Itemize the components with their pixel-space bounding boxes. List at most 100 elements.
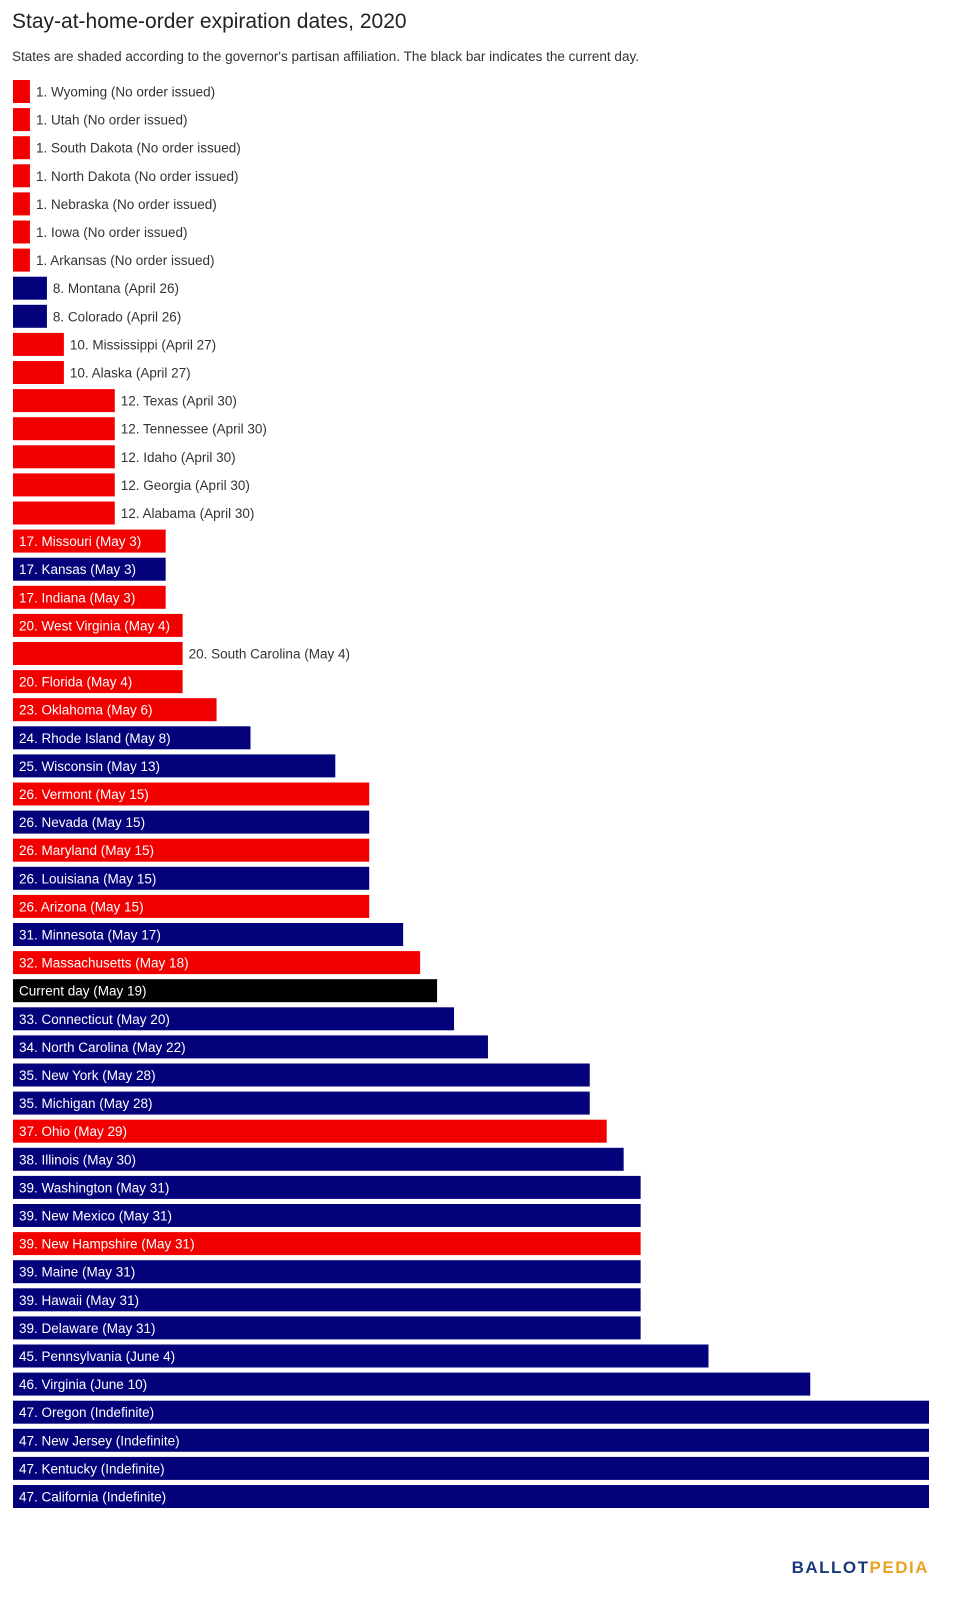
bar	[13, 782, 370, 806]
bar	[13, 1007, 455, 1031]
bar	[13, 951, 421, 975]
bar	[13, 80, 30, 103]
bar-label: 33. Connecticut (May 20)	[19, 1012, 170, 1027]
bar	[13, 585, 166, 609]
bar	[13, 642, 183, 665]
bar-label: 37. Ohio (May 29)	[19, 1124, 127, 1139]
logo-part-ballot: BALLOT	[791, 1558, 870, 1577]
bar	[13, 1119, 607, 1143]
bar-label: 20. Florida (May 4)	[19, 675, 132, 690]
bar-label: 39. Hawaii (May 31)	[19, 1293, 139, 1308]
bar-label: 47. New Jersey (Indefinite)	[19, 1433, 180, 1448]
bar-label: 1. Utah (No order issued)	[36, 113, 188, 128]
bar-label: 26. Nevada (May 15)	[19, 815, 145, 830]
bar-label: 10. Mississippi (April 27)	[70, 337, 216, 352]
bar-label: Current day (May 19)	[19, 984, 147, 999]
bar	[13, 1175, 641, 1199]
bar-label: 17. Indiana (May 3)	[19, 590, 135, 605]
bar	[13, 557, 166, 581]
bar	[13, 1260, 641, 1284]
bar-label: 47. Oregon (Indefinite)	[19, 1405, 154, 1420]
bar-label: 35. Michigan (May 28)	[19, 1096, 153, 1111]
bar-label: 12. Alabama (April 30)	[121, 506, 255, 521]
bar-label: 1. Nebraska (No order issued)	[36, 197, 217, 212]
bar	[13, 1372, 811, 1396]
bar	[13, 1063, 590, 1087]
bar	[13, 361, 64, 384]
bar	[13, 192, 30, 216]
chart-subtitle: States are shaded according to the gover…	[12, 49, 639, 64]
bar	[13, 136, 30, 160]
bar	[13, 1456, 929, 1480]
ballotpedia-logo: BALLOTPEDIA	[792, 1558, 929, 1578]
bar-label: 12. Texas (April 30)	[121, 394, 237, 409]
bar-label: 12. Tennessee (April 30)	[121, 422, 267, 437]
bar-label: 20. West Virginia (May 4)	[19, 618, 170, 633]
bar-label: 1. North Dakota (No order issued)	[36, 169, 239, 184]
bar-label: 17. Kansas (May 3)	[19, 562, 136, 577]
bar	[13, 923, 404, 946]
bar-label: 39. New Hampshire (May 31)	[19, 1237, 195, 1252]
bar	[13, 866, 370, 890]
bar	[13, 1316, 641, 1340]
bar-label: 1. Iowa (No order issued)	[36, 225, 188, 240]
bar-label: 46. Virginia (June 10)	[19, 1377, 147, 1392]
bar	[13, 810, 370, 834]
bar	[13, 894, 370, 918]
bar-label: 1. Arkansas (No order issued)	[36, 253, 215, 268]
bar-label: 23. Oklahoma (May 6)	[19, 703, 153, 718]
bar-label: 39. New Mexico (May 31)	[19, 1209, 172, 1224]
bar-label: 8. Montana (April 26)	[53, 281, 179, 296]
bar-chart: 1. Wyoming (No order issued) 1. Utah (No …	[13, 80, 929, 1508]
bar-label: 47. Kentucky (Indefinite)	[19, 1461, 165, 1476]
bar-label: 26. Louisiana (May 15)	[19, 871, 156, 886]
bar	[13, 389, 115, 413]
bar-label: 31. Minnesota (May 17)	[19, 928, 161, 943]
bar	[13, 1091, 590, 1115]
bar	[13, 979, 438, 1003]
bar-label: 38. Illinois (May 30)	[19, 1152, 136, 1167]
bar	[13, 164, 30, 188]
bar	[13, 1035, 488, 1059]
bar	[13, 417, 115, 441]
bar	[13, 1344, 709, 1368]
bar-label: 45. Pennsylvania (June 4)	[19, 1349, 175, 1364]
bar-label: 39. Maine (May 31)	[19, 1265, 135, 1280]
bar-label: 1. Wyoming (No order issued)	[36, 85, 215, 100]
bar	[13, 838, 370, 862]
bar	[13, 304, 47, 328]
bar	[13, 445, 115, 469]
bar-label: 12. Idaho (April 30)	[121, 450, 236, 465]
bar	[13, 1232, 641, 1256]
bar	[13, 108, 30, 132]
chart-title: Stay-at-home-order expiration dates, 202…	[12, 10, 407, 33]
bar-label: 26. Maryland (May 15)	[19, 843, 154, 858]
bar	[13, 1400, 929, 1424]
bar-label: 26. Arizona (May 15)	[19, 899, 144, 914]
bar	[13, 1147, 624, 1171]
bar	[13, 1428, 929, 1452]
bar-label: 26. Vermont (May 15)	[19, 787, 149, 802]
bar-label: 17. Missouri (May 3)	[19, 534, 141, 549]
bar-label: 25. Wisconsin (May 13)	[19, 759, 160, 774]
bar	[13, 1485, 929, 1508]
bar-label: 32. Massachusetts (May 18)	[19, 956, 189, 971]
bar-label: 24. Rhode Island (May 8)	[19, 731, 171, 746]
bar	[13, 754, 336, 778]
bar	[13, 698, 217, 722]
bar	[13, 1204, 641, 1227]
bar	[13, 248, 30, 272]
bar	[13, 1288, 641, 1312]
bar-label: 35. New York (May 28)	[19, 1068, 156, 1083]
bar-label: 47. California (Indefinite)	[19, 1490, 166, 1505]
bar-label: 20. South Carolina (May 4)	[189, 647, 350, 662]
bar	[13, 332, 64, 356]
bar-label: 1. South Dakota (No order issued)	[36, 141, 241, 156]
bar	[13, 473, 115, 497]
bar	[13, 276, 47, 300]
bar	[13, 726, 251, 750]
bar-label: 39. Delaware (May 31)	[19, 1321, 156, 1336]
bar	[13, 613, 183, 637]
bar-label: 39. Washington (May 31)	[19, 1180, 169, 1195]
bar	[13, 220, 30, 244]
